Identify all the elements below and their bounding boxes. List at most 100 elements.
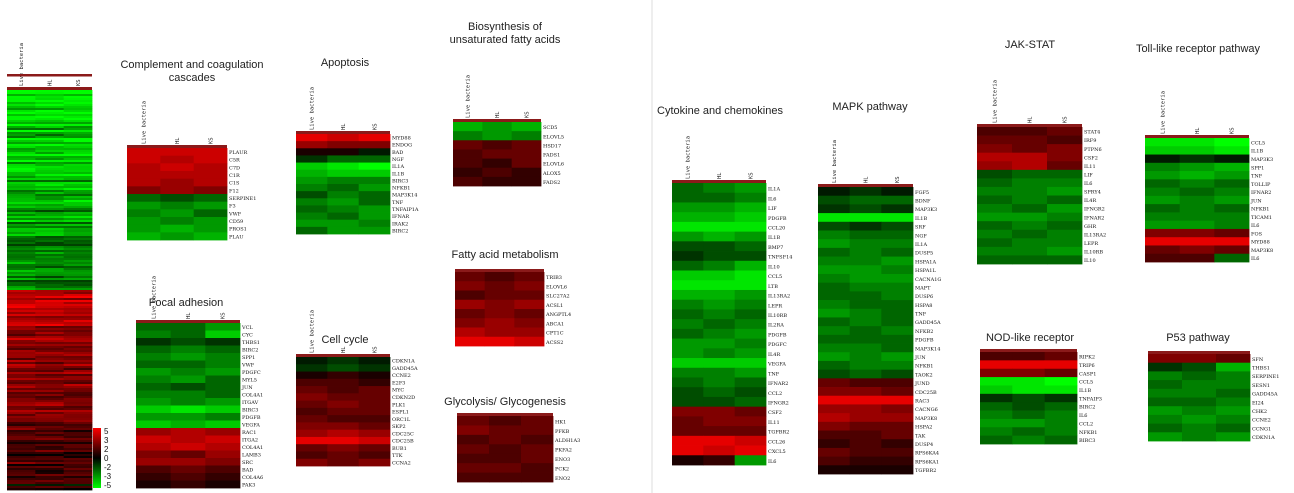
heatmap-cell: [484, 327, 515, 338]
heatmap-cell: [734, 231, 767, 242]
heatmap-cell: [7, 218, 36, 221]
column-label: KS: [372, 346, 378, 353]
heatmap-cell: [672, 183, 704, 194]
column-label: Live bacteria: [832, 140, 838, 183]
heatmap-cell: [980, 377, 1013, 386]
heatmap-cell: [63, 102, 93, 105]
gene-label: BIRC2: [242, 347, 258, 353]
heatmap-cell: [63, 448, 93, 451]
heatmap-cell: [63, 222, 93, 225]
gene-label: SRC: [242, 460, 253, 466]
heatmap-cell: [35, 468, 65, 471]
heatmap-cell: [1044, 385, 1078, 395]
heatmap-cell: [63, 136, 93, 139]
heatmap-cell: [455, 327, 486, 338]
heatmap-cell: [136, 420, 172, 429]
heatmap-cell: [63, 194, 93, 197]
heatmap-cell: [7, 446, 36, 449]
heatmap-cell: [63, 298, 93, 301]
gene-label: SFN: [1252, 357, 1264, 363]
heatmap-cell: [205, 413, 241, 421]
heatmap-cell: [7, 186, 36, 189]
heatmap-cell: [7, 414, 36, 417]
gene-label: IL1B: [1079, 388, 1091, 394]
heatmap-cell: [63, 366, 93, 369]
heatmap-cell: [703, 270, 736, 281]
heatmap-cell: [63, 482, 93, 485]
heatmap-cell: [63, 292, 93, 295]
heatmap-cell: [7, 214, 36, 217]
gene-label: ITGA2: [242, 437, 258, 443]
heatmap-cell: [7, 394, 36, 397]
heatmap-cell: [1148, 371, 1183, 381]
heatmap-cell: [703, 231, 736, 242]
gene-label: RPS6KA4: [915, 451, 939, 457]
heatmap-cell: [63, 344, 93, 347]
heatmap-cell: [7, 348, 36, 351]
heatmap-cell: [35, 270, 65, 273]
heatmap-cell: [170, 330, 206, 339]
gene-label: GADD45A: [915, 320, 941, 326]
heatmap-cell: [734, 299, 767, 310]
heatmap-cell: [35, 116, 65, 119]
heatmap-cell: [205, 480, 241, 489]
heatmap-cell: [980, 352, 1013, 361]
heatmap-cell: [7, 174, 36, 177]
heatmap-cell: [296, 371, 328, 380]
heatmap-cell: [170, 465, 206, 474]
heatmap-cell: [672, 358, 704, 369]
heatmap-cell: [703, 221, 736, 233]
heatmap-cell: [818, 369, 851, 379]
heatmap-cell: [818, 291, 851, 301]
heatmap-cell: [7, 94, 36, 97]
legend-gradient: [93, 428, 101, 488]
heatmap-cell: [703, 289, 736, 301]
heatmap-cell: [1179, 171, 1215, 180]
heatmap-cell: [511, 158, 542, 169]
heatmap-cell: [63, 378, 93, 381]
heatmap-cell: [1179, 162, 1215, 172]
heatmap-cell: [7, 208, 36, 211]
heatmap-cell: [35, 460, 65, 463]
column-label: Live bacteria: [686, 136, 692, 179]
heatmap-cell: [35, 354, 65, 357]
heatmap-cell: [35, 466, 65, 469]
heatmap-cell: [35, 258, 65, 261]
heatmap-cell: [977, 186, 1013, 196]
heatmap-cell: [35, 432, 65, 435]
heatmap-cell: [849, 326, 882, 336]
heatmap-cell: [457, 444, 490, 455]
heatmap-cell: [514, 327, 545, 338]
heatmap-cell: [7, 184, 36, 187]
heatmap-cell: [63, 402, 93, 405]
heatmap-cell: [327, 169, 360, 178]
heatmap-cell: [1012, 352, 1046, 361]
heatmap-cell: [7, 182, 36, 185]
heatmap-cell: [35, 382, 65, 385]
heatmap-cell: [1047, 186, 1083, 196]
heatmap-cell: [1214, 204, 1250, 213]
heatmap-cell: [63, 248, 93, 251]
heatmap-cell: [358, 357, 391, 365]
gene-label: IL4R: [768, 352, 780, 358]
heatmap-cell: [63, 224, 93, 227]
heatmap-cell: [63, 96, 93, 99]
heatmap-cell: [1148, 423, 1183, 433]
heatmap-cell: [63, 294, 93, 297]
heatmap-cell: [35, 452, 65, 455]
heatmap-cell: [881, 413, 914, 423]
heatmap-cell: [7, 126, 36, 129]
heatmap-cell: [1012, 195, 1048, 205]
heatmap-cell: [35, 486, 65, 489]
heatmap-cell: [35, 410, 65, 413]
gene-label: IL13RA2: [1084, 232, 1106, 238]
heatmap-cell: [63, 404, 93, 407]
heatmap-cell: [327, 378, 360, 387]
heatmap-cell: [35, 196, 65, 199]
gene-label: COL4A6: [242, 475, 263, 481]
heatmap-cell: [7, 410, 36, 413]
heatmap-cell: [63, 436, 93, 439]
heatmap-cell: [849, 413, 882, 423]
